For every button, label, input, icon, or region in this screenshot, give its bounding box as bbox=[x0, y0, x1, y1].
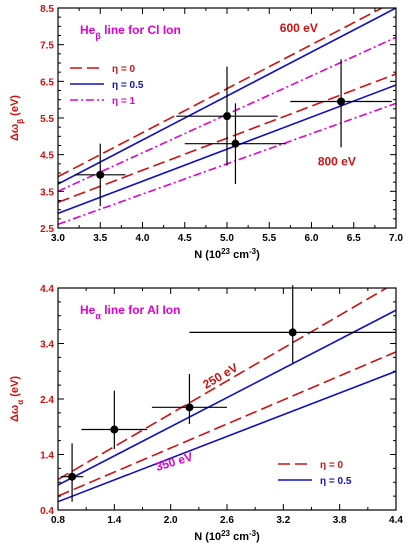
series-group bbox=[58, 288, 396, 503]
y-tick-label: 6.5 bbox=[40, 77, 54, 88]
y-axis-label-sub: β bbox=[16, 119, 25, 124]
x-tick-label: 1.4 bbox=[107, 515, 121, 526]
y-tick-label: 3.4 bbox=[40, 340, 54, 351]
series-line-4 bbox=[58, 370, 396, 503]
y-tick-label: 2.5 bbox=[40, 224, 54, 235]
x-axis-label-sup: 23 bbox=[221, 529, 230, 538]
x-axis-label-mid: cm bbox=[230, 249, 249, 261]
y-axis-label-sub: α bbox=[16, 400, 25, 405]
x-axis-label: N (1023 cm-3) bbox=[194, 247, 260, 262]
annotation-label: 800 eV bbox=[318, 155, 356, 169]
data-point bbox=[185, 403, 194, 412]
chart-title: Heβ line for Cl Ion bbox=[80, 23, 181, 41]
chart-title-rest: line for Al Ion bbox=[101, 303, 181, 317]
y-axis-label-end: (eV) bbox=[9, 376, 21, 400]
x-axis-label-text: N (10 bbox=[194, 249, 221, 261]
chart-2: 0.8 1.4 2.0 2.6 3.2 3.8 4.4 0.4 1.4 2.4 3.4 4.4 N (1… bbox=[9, 284, 403, 544]
x-tick-label: 3.8 bbox=[333, 515, 347, 526]
y-tick-label: 7.5 bbox=[40, 41, 54, 52]
x-axis-label: N (1023 cm-3) bbox=[194, 529, 260, 544]
y-tick-label: 4.5 bbox=[40, 151, 54, 162]
data-point bbox=[110, 425, 119, 434]
series-line-3 bbox=[58, 351, 396, 497]
x-tick-label: 6.5 bbox=[347, 233, 361, 244]
x-axis-label-end: ) bbox=[256, 249, 260, 261]
data-point bbox=[231, 139, 240, 148]
x-tick-label: 3.0 bbox=[51, 233, 65, 244]
legend: η = 0 η = 0.5 η = 1 bbox=[70, 64, 144, 107]
x-tick-label: 3.5 bbox=[93, 233, 107, 244]
y-axis-label-text: Δω bbox=[9, 405, 21, 422]
legend: η = 0 η = 0.5 bbox=[278, 460, 352, 487]
y-axis-label-text: Δω bbox=[9, 124, 21, 141]
data-point bbox=[68, 472, 77, 481]
y-tick-label: 3.5 bbox=[40, 187, 54, 198]
x-tick-label: 0.8 bbox=[51, 515, 65, 526]
x-axis-label-end: ) bbox=[256, 531, 260, 543]
series-line-2 bbox=[58, 309, 396, 486]
x-tick-label: 5.5 bbox=[262, 233, 276, 244]
legend-label: η = 0.5 bbox=[112, 80, 144, 91]
x-tick-label: 4.5 bbox=[178, 233, 192, 244]
chart-title-text: He bbox=[80, 303, 96, 317]
x-tick-label: 3.2 bbox=[276, 515, 290, 526]
legend-label: η = 0 bbox=[112, 64, 136, 75]
chart-title-sub: β bbox=[95, 31, 101, 41]
y-tick-label: 5.5 bbox=[40, 114, 54, 125]
y-axis-label: Δωα (eV) bbox=[9, 376, 25, 422]
x-axis-label-sup2: -3 bbox=[249, 247, 257, 256]
legend-label: η = 1 bbox=[112, 96, 136, 107]
data-point bbox=[337, 97, 346, 106]
x-tick-label: 6.0 bbox=[305, 233, 319, 244]
chart-title-sub: α bbox=[95, 311, 101, 321]
x-tick-label: 2.6 bbox=[220, 515, 234, 526]
annotation-label: 250 eV bbox=[200, 361, 240, 392]
y-tick-label: 2.4 bbox=[40, 395, 54, 406]
chart-1: 3.0 3.5 4.0 4.5 5.0 5.5 6.0 6.5 7.0 2.5 3.5 4.5 5.5 6… bbox=[9, 4, 403, 262]
legend-label: η = 0.5 bbox=[320, 476, 352, 487]
chart-title-text: He bbox=[80, 23, 96, 37]
y-tick-label: 1.4 bbox=[40, 451, 54, 462]
x-axis-label-sup2: -3 bbox=[249, 529, 257, 538]
series-line-3 bbox=[58, 36, 396, 193]
data-points bbox=[60, 285, 396, 502]
y-axis-label: Δωβ (eV) bbox=[9, 95, 25, 141]
data-point bbox=[288, 328, 297, 337]
y-tick-label: 8.5 bbox=[40, 4, 54, 15]
x-axis-label-text: N (10 bbox=[194, 531, 221, 543]
annotation-label: 600 eV bbox=[280, 21, 318, 35]
legend-label: η = 0 bbox=[320, 460, 344, 471]
x-tick-label: 4.0 bbox=[136, 233, 150, 244]
y-axis-label-end: (eV) bbox=[9, 95, 21, 119]
x-tick-label: 7.0 bbox=[389, 233, 403, 244]
y-tick-label: 4.4 bbox=[40, 284, 54, 295]
x-tick-label: 4.4 bbox=[389, 515, 403, 526]
x-axis-label-mid: cm bbox=[230, 531, 249, 543]
chart-title: Heα line for Al Ion bbox=[80, 303, 180, 321]
series-line-1 bbox=[58, 288, 389, 481]
data-point bbox=[223, 112, 231, 121]
x-tick-label: 5.0 bbox=[220, 233, 234, 244]
data-point bbox=[96, 170, 105, 179]
data-points bbox=[74, 59, 392, 206]
x-tick-label: 2.0 bbox=[164, 515, 178, 526]
y-tick-label: 0.4 bbox=[40, 506, 54, 517]
x-axis-label-sup: 23 bbox=[221, 247, 230, 256]
chart-title-rest: line for Cl Ion bbox=[101, 23, 181, 37]
